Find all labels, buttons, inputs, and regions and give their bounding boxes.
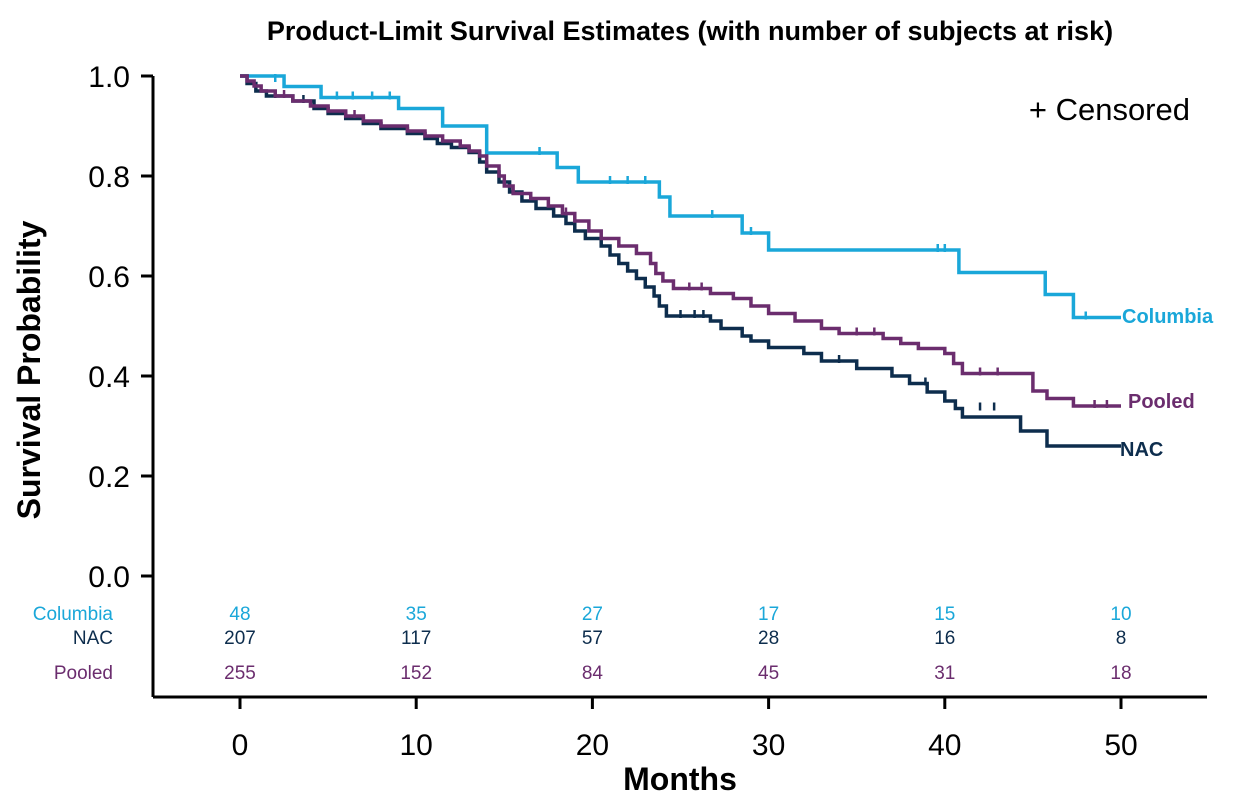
y-tick-label-0.6: 0.6	[88, 261, 130, 294]
risk-row-label: Pooled	[54, 663, 113, 684]
risk-value: 45	[758, 663, 779, 684]
risk-value: 84	[582, 663, 604, 684]
legend-censored: + Censored	[1029, 92, 1190, 127]
axes: 0.0 0.2 0.4 0.6 0.8 1.0 0 10 20 30 40 50	[88, 61, 1207, 762]
risk-value: 27	[582, 604, 603, 625]
series-label-nac: NAC	[1120, 439, 1163, 461]
risk-value: 207	[224, 628, 256, 649]
x-tick-label-40: 40	[928, 729, 961, 762]
risk-value: 35	[406, 604, 427, 625]
x-tick-label-10: 10	[400, 729, 433, 762]
x-tick-label-50: 50	[1104, 729, 1137, 762]
risk-table: Columbia 48 35 27 17 15 10 NAC 207 117 57 28 16 8 Pool…	[33, 604, 1132, 684]
x-tick-label-30: 30	[752, 729, 785, 762]
risk-value: 48	[229, 604, 250, 625]
x-tick-label-20: 20	[576, 729, 609, 762]
y-tick-label-0.4: 0.4	[88, 361, 130, 394]
risk-row-label: NAC	[73, 628, 113, 649]
survival-curve-pooled	[240, 74, 1121, 408]
risk-value: 16	[934, 628, 955, 649]
y-tick-label-0.0: 0.0	[88, 561, 130, 594]
series-columbia: Columbia	[240, 74, 1214, 328]
risk-row-columbia: Columbia 48 35 27 17 15 10	[33, 604, 1132, 625]
risk-value: 31	[934, 663, 955, 684]
x-axis-title: Months	[623, 761, 737, 797]
risk-value: 152	[400, 663, 432, 684]
series-pooled: Pooled	[240, 74, 1195, 413]
risk-row-pooled: Pooled 255 152 84 45 31 18	[54, 663, 1132, 684]
risk-value: 117	[401, 628, 431, 649]
series-label-pooled: Pooled	[1128, 391, 1195, 413]
series-layer: Columbia NAC Pooled	[240, 74, 1214, 461]
risk-value: 8	[1116, 628, 1127, 649]
survival-curve-columbia	[240, 74, 1121, 320]
x-tick-label-0: 0	[232, 729, 249, 762]
risk-row-label: Columbia	[33, 604, 114, 625]
risk-value: 17	[758, 604, 779, 625]
risk-value: 57	[582, 628, 603, 649]
risk-row-nac: NAC 207 117 57 28 16 8	[73, 628, 1126, 649]
chart-title: Product-Limit Survival Estimates (with n…	[267, 16, 1113, 46]
risk-value: 10	[1110, 604, 1131, 625]
series-nac: NAC	[240, 74, 1163, 461]
series-label-columbia: Columbia	[1122, 306, 1214, 328]
risk-value: 18	[1110, 663, 1131, 684]
risk-value: 15	[934, 604, 955, 625]
y-axis-title: Survival Probability	[11, 220, 47, 519]
risk-value: 255	[224, 663, 256, 684]
y-tick-label-1.0: 1.0	[88, 61, 130, 94]
y-tick-label-0.8: 0.8	[88, 161, 130, 194]
survival-curve-nac	[240, 74, 1121, 448]
y-tick-label-0.2: 0.2	[88, 461, 130, 494]
risk-value: 28	[758, 628, 779, 649]
